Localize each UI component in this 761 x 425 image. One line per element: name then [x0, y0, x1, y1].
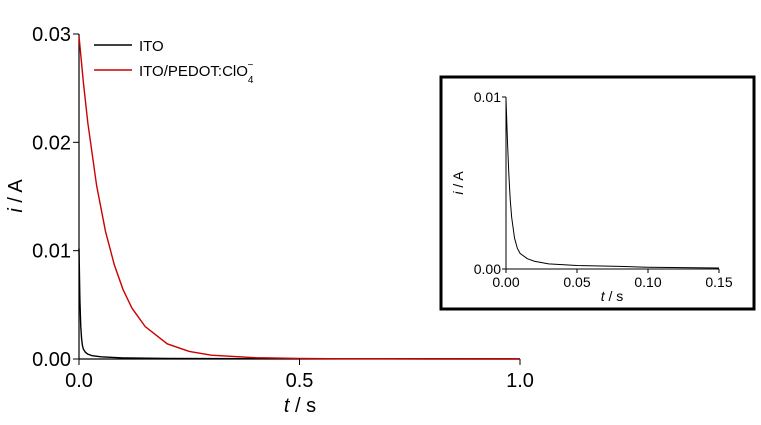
main-y-axis-title: i / A [5, 179, 27, 213]
legend-label-pedot: ITO/PEDOT:ClO4− [139, 60, 254, 86]
y-tick-label: 0.03 [32, 24, 71, 46]
x-tick-label: 0.00 [492, 274, 519, 290]
y-tick-label: 0.00 [32, 349, 71, 371]
x-tick-label: 0.5 [286, 370, 314, 392]
legend-label-ito: ITO [139, 38, 164, 55]
y-tick-label: 0.01 [474, 89, 501, 105]
legend: ITO ITO/PEDOT:ClO4− [94, 38, 254, 86]
x-tick-label: 1.0 [506, 370, 534, 392]
y-tick-label: 0.01 [32, 241, 71, 263]
x-tick-label: 0.15 [705, 274, 732, 290]
main-plot: 0.0 0.5 1.0 0.00 0.01 0.02 0.03 t / s i / A IT… [5, 24, 534, 417]
series-line-1 [78, 36, 520, 360]
series-line-0 [505, 98, 720, 269]
x-tick-label: 0.10 [634, 274, 661, 290]
y-tick-label: 0.00 [474, 261, 501, 277]
x-tick-label: 0.0 [65, 370, 93, 392]
x-tick-label: 0.05 [563, 274, 590, 290]
inset-y-axis-title: i / A [450, 171, 466, 195]
main-x-axis-title: t / s [284, 395, 316, 417]
series-line-0 [78, 248, 521, 360]
y-tick-label: 0.02 [32, 132, 71, 154]
inset-frame [439, 75, 756, 311]
inset-x-axis-title: t / s [601, 288, 624, 304]
inset-plot: 0.00 0.05 0.10 0.15 0.00 0.01 t / s i / A [439, 75, 756, 311]
